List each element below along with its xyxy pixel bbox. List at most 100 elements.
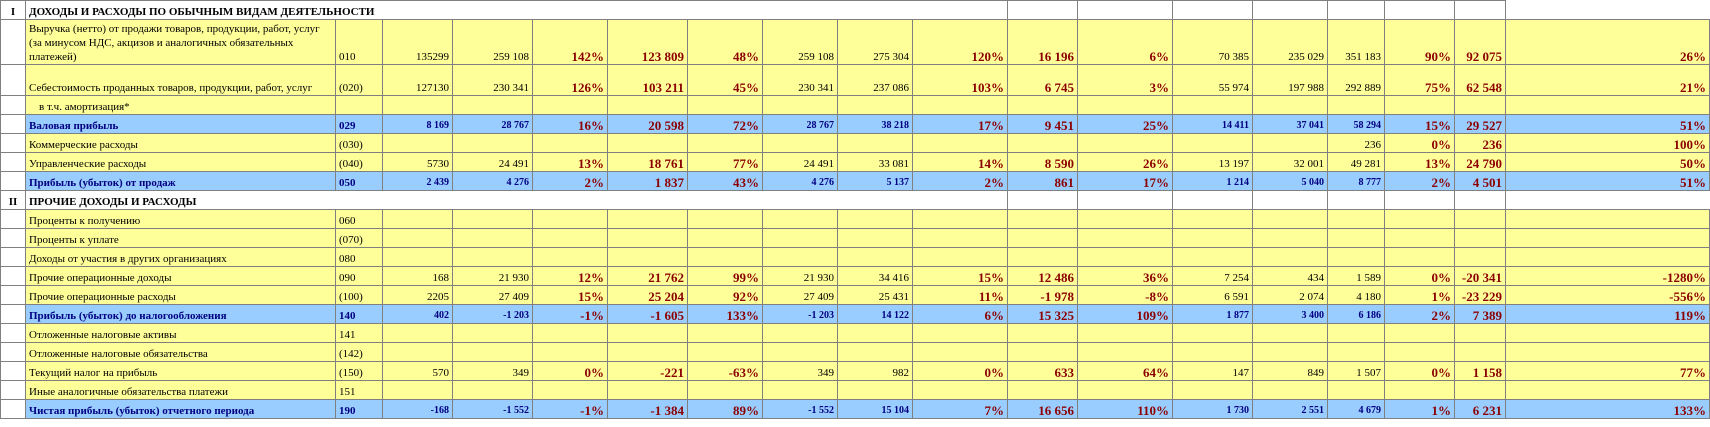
value-cell[interactable] bbox=[687, 95, 763, 115]
value-cell[interactable] bbox=[1327, 342, 1385, 362]
row-gutter-cell[interactable] bbox=[0, 304, 26, 324]
value-cell[interactable] bbox=[1252, 380, 1328, 400]
value-cell[interactable] bbox=[837, 209, 913, 229]
value-cell[interactable]: 20 598 bbox=[607, 114, 688, 134]
value-cell[interactable]: -8% bbox=[1077, 285, 1173, 305]
value-cell[interactable]: 0% bbox=[1384, 133, 1455, 153]
row-gutter-cell[interactable] bbox=[0, 171, 26, 191]
empty-cell[interactable] bbox=[1007, 190, 1078, 210]
value-cell[interactable]: 8 169 bbox=[382, 114, 453, 134]
value-cell[interactable]: 230 341 bbox=[452, 64, 533, 96]
row-code-cell[interactable]: 140 bbox=[335, 304, 383, 324]
value-cell[interactable] bbox=[687, 323, 763, 343]
value-cell[interactable] bbox=[837, 323, 913, 343]
value-cell[interactable]: 1 158 bbox=[1454, 361, 1506, 381]
value-cell[interactable] bbox=[1077, 209, 1173, 229]
value-cell[interactable]: 58 294 bbox=[1327, 114, 1385, 134]
value-cell[interactable]: 6 231 bbox=[1454, 399, 1506, 419]
value-cell[interactable] bbox=[382, 247, 453, 267]
value-cell[interactable]: 89% bbox=[687, 399, 763, 419]
value-cell[interactable]: 402 bbox=[382, 304, 453, 324]
row-gutter-cell[interactable] bbox=[0, 247, 26, 267]
row-gutter-cell[interactable] bbox=[0, 133, 26, 153]
value-cell[interactable] bbox=[1007, 342, 1078, 362]
value-cell[interactable] bbox=[912, 380, 1008, 400]
value-cell[interactable] bbox=[1172, 380, 1253, 400]
value-cell[interactable] bbox=[607, 228, 688, 248]
value-cell[interactable]: -20 341 bbox=[1454, 266, 1506, 286]
value-cell[interactable]: 26% bbox=[1077, 152, 1173, 172]
value-cell[interactable] bbox=[1077, 247, 1173, 267]
value-cell[interactable]: 16 656 bbox=[1007, 399, 1078, 419]
value-cell[interactable]: -23 229 bbox=[1454, 285, 1506, 305]
value-cell[interactable]: 236 bbox=[1454, 133, 1506, 153]
value-cell[interactable] bbox=[1384, 95, 1455, 115]
value-cell[interactable] bbox=[1252, 247, 1328, 267]
value-cell[interactable]: 99% bbox=[687, 266, 763, 286]
value-cell[interactable] bbox=[1077, 380, 1173, 400]
value-cell[interactable] bbox=[1454, 228, 1506, 248]
value-cell[interactable]: 21 930 bbox=[452, 266, 533, 286]
value-cell[interactable] bbox=[837, 228, 913, 248]
row-label-cell[interactable]: Валовая прибыль bbox=[25, 114, 336, 134]
value-cell[interactable]: 25 431 bbox=[837, 285, 913, 305]
empty-cell[interactable] bbox=[1384, 190, 1455, 210]
value-cell[interactable]: 25% bbox=[1077, 114, 1173, 134]
value-cell[interactable] bbox=[1252, 209, 1328, 229]
value-cell[interactable]: 32 001 bbox=[1252, 152, 1328, 172]
value-cell[interactable]: 135299 bbox=[382, 19, 453, 65]
empty-cell[interactable] bbox=[1454, 0, 1506, 20]
value-cell[interactable] bbox=[532, 133, 608, 153]
value-cell[interactable] bbox=[452, 209, 533, 229]
value-cell[interactable] bbox=[607, 342, 688, 362]
row-code-cell[interactable]: 090 bbox=[335, 266, 383, 286]
value-cell[interactable]: -1% bbox=[532, 304, 608, 324]
value-cell[interactable]: 17% bbox=[912, 114, 1008, 134]
value-cell[interactable]: -1 978 bbox=[1007, 285, 1078, 305]
value-cell[interactable]: 13% bbox=[532, 152, 608, 172]
value-cell[interactable] bbox=[837, 342, 913, 362]
value-cell[interactable] bbox=[1384, 228, 1455, 248]
value-cell[interactable]: 27 409 bbox=[762, 285, 838, 305]
value-cell[interactable]: 18 761 bbox=[607, 152, 688, 172]
value-cell[interactable] bbox=[1252, 342, 1328, 362]
value-cell[interactable]: 48% bbox=[687, 19, 763, 65]
value-cell[interactable]: 292 889 bbox=[1327, 64, 1385, 96]
value-cell[interactable] bbox=[1172, 247, 1253, 267]
value-cell[interactable]: 36% bbox=[1077, 266, 1173, 286]
row-code-cell[interactable]: (040) bbox=[335, 152, 383, 172]
value-cell[interactable]: 25 204 bbox=[607, 285, 688, 305]
value-cell[interactable] bbox=[1252, 228, 1328, 248]
value-cell[interactable] bbox=[1505, 95, 1710, 115]
value-cell[interactable]: 8 777 bbox=[1327, 171, 1385, 191]
value-cell[interactable] bbox=[1384, 247, 1455, 267]
value-cell[interactable]: 14% bbox=[912, 152, 1008, 172]
value-cell[interactable]: 26% bbox=[1505, 19, 1710, 65]
value-cell[interactable]: 2205 bbox=[382, 285, 453, 305]
value-cell[interactable]: 259 108 bbox=[452, 19, 533, 65]
value-cell[interactable] bbox=[687, 247, 763, 267]
value-cell[interactable] bbox=[1505, 342, 1710, 362]
value-cell[interactable] bbox=[607, 380, 688, 400]
value-cell[interactable] bbox=[837, 380, 913, 400]
value-cell[interactable] bbox=[1384, 342, 1455, 362]
value-cell[interactable]: 15% bbox=[532, 285, 608, 305]
value-cell[interactable]: 570 bbox=[382, 361, 453, 381]
value-cell[interactable]: 126% bbox=[532, 64, 608, 96]
value-cell[interactable] bbox=[762, 95, 838, 115]
value-cell[interactable] bbox=[532, 95, 608, 115]
value-cell[interactable] bbox=[1077, 95, 1173, 115]
value-cell[interactable] bbox=[687, 133, 763, 153]
value-cell[interactable] bbox=[607, 133, 688, 153]
value-cell[interactable]: 1 589 bbox=[1327, 266, 1385, 286]
value-cell[interactable]: 3 400 bbox=[1252, 304, 1328, 324]
value-cell[interactable] bbox=[837, 95, 913, 115]
value-cell[interactable] bbox=[532, 342, 608, 362]
value-cell[interactable]: 15% bbox=[912, 266, 1008, 286]
value-cell[interactable] bbox=[1505, 247, 1710, 267]
value-cell[interactable] bbox=[912, 209, 1008, 229]
row-gutter-cell[interactable] bbox=[0, 266, 26, 286]
value-cell[interactable] bbox=[1252, 133, 1328, 153]
row-code-cell[interactable]: (100) bbox=[335, 285, 383, 305]
value-cell[interactable] bbox=[762, 209, 838, 229]
